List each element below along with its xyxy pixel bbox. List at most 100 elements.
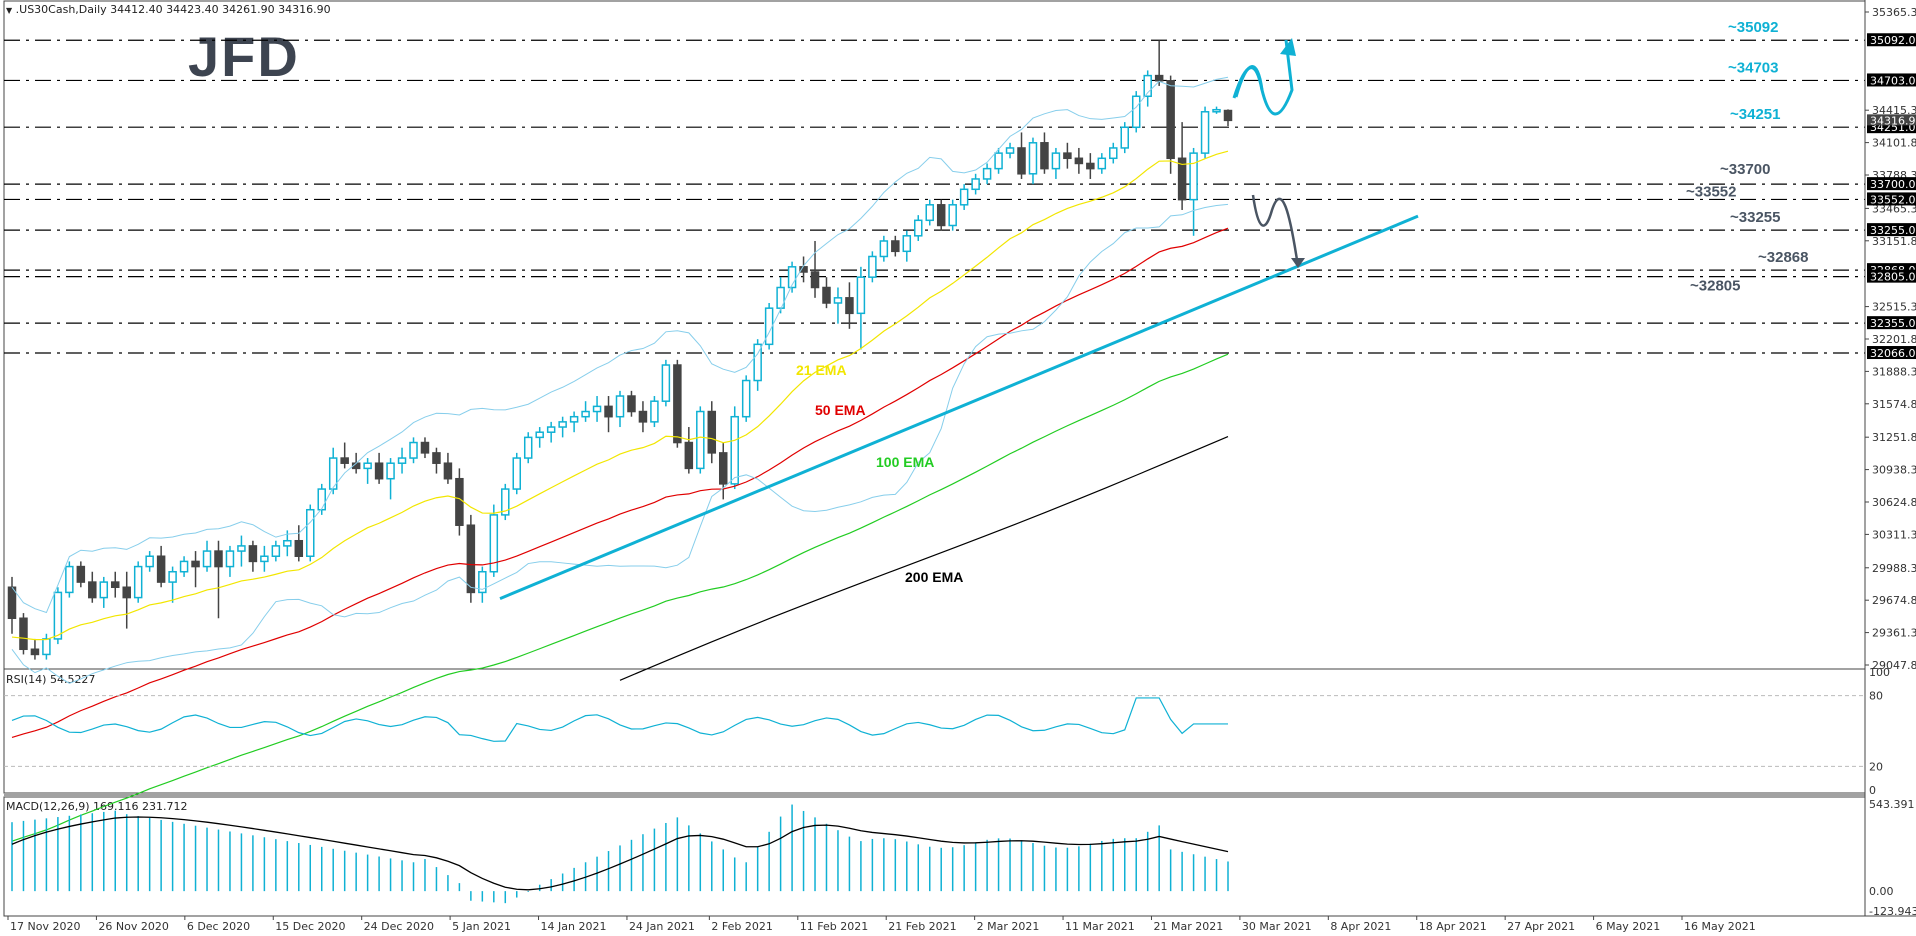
level-label: ~34703 — [1728, 59, 1778, 76]
rsi-tick-label: 80 — [1869, 690, 1883, 703]
level-price-tag: 35092.00 — [1870, 34, 1916, 47]
rsi-tick-label: 20 — [1869, 760, 1883, 773]
y-tick-label: 29047.80 — [1872, 659, 1916, 672]
candle — [1143, 74, 1152, 98]
candle — [1200, 111, 1210, 154]
bollinger-upper — [11, 76, 1229, 614]
level-price-tag: 33700.00 — [1870, 178, 1916, 191]
candle — [1166, 80, 1175, 160]
candle — [833, 297, 843, 304]
y-tick-label: 31251.80 — [1872, 431, 1916, 444]
candle — [982, 167, 992, 180]
candle — [283, 539, 292, 547]
candle — [627, 395, 636, 413]
level-price-tag: 33255.00 — [1870, 224, 1916, 237]
x-tick-label: 2 Mar 2021 — [977, 920, 1040, 933]
candle — [76, 565, 86, 583]
y-tick-label: 31574.80 — [1872, 398, 1916, 411]
candle — [168, 570, 177, 583]
candle — [581, 410, 590, 418]
candle — [1131, 95, 1141, 129]
level-label: ~33255 — [1730, 209, 1780, 226]
candle — [214, 550, 223, 568]
candle — [99, 581, 109, 599]
y-tick-label: 29361.30 — [1872, 627, 1916, 640]
rsi-tick-label: 100 — [1869, 666, 1890, 679]
candle — [110, 581, 120, 588]
candle — [466, 524, 476, 594]
candle — [30, 648, 40, 656]
candle — [1097, 157, 1107, 170]
x-tick-label: 6 Dec 2020 — [187, 920, 250, 933]
x-tick-label: 30 Mar 2021 — [1242, 920, 1312, 933]
rsi-pane — [3, 668, 1866, 794]
x-tick-label: 18 Apr 2021 — [1419, 920, 1487, 933]
candle — [1189, 152, 1198, 201]
arrow-up-head-icon — [1280, 38, 1296, 56]
candle — [684, 441, 694, 470]
candle — [386, 462, 395, 480]
candle — [363, 462, 372, 470]
candle — [914, 219, 923, 237]
y-tick-label: 33151.80 — [1872, 235, 1916, 248]
candle — [294, 539, 304, 557]
candle — [65, 565, 74, 594]
candle — [902, 235, 912, 253]
candle — [879, 240, 889, 258]
candle — [420, 441, 430, 454]
x-tick-label: 6 May 2021 — [1596, 920, 1661, 933]
y-tick-label: 29988.30 — [1872, 562, 1916, 575]
candle — [891, 240, 900, 253]
ema50-line — [11, 227, 1229, 739]
candle — [1040, 142, 1049, 170]
ema100-line — [11, 353, 1229, 842]
candle — [971, 178, 980, 191]
candle — [191, 560, 200, 568]
bollinger-lower — [11, 203, 1229, 684]
candle — [1051, 152, 1061, 170]
level-price-tag: 34703.00 — [1870, 74, 1916, 87]
candle — [1086, 162, 1095, 170]
candle — [730, 415, 739, 485]
candle — [1212, 108, 1221, 113]
x-tick-label: 11 Mar 2021 — [1065, 920, 1135, 933]
x-tick-label: 24 Jan 2021 — [629, 920, 695, 933]
level-price-tag: 32355.00 — [1870, 317, 1916, 330]
y-tick-label: 34101.80 — [1872, 137, 1916, 150]
ema-label: 100 EMA — [876, 454, 934, 470]
candle — [53, 591, 63, 640]
candle — [489, 514, 499, 573]
ema-label: 21 EMA — [796, 362, 847, 378]
bearish-scenario-arrow — [1251, 194, 1299, 261]
candle — [741, 379, 751, 418]
candle — [1063, 152, 1072, 160]
candle — [145, 555, 154, 568]
candle — [661, 364, 671, 402]
candle — [948, 204, 957, 227]
candle — [501, 488, 510, 516]
candle — [650, 400, 659, 423]
symbol-ohlc-text: .US30Cash,Daily 34412.40 34423.40 34261.… — [15, 3, 331, 16]
uptrend-line[interactable] — [499, 214, 1419, 601]
candle — [225, 550, 235, 568]
candle — [523, 436, 533, 459]
candle — [19, 617, 28, 651]
y-tick-label: 29674.80 — [1872, 594, 1916, 607]
candle — [317, 488, 326, 511]
x-tick-label: 2 Feb 2021 — [711, 920, 772, 933]
candle — [1028, 142, 1038, 175]
ema-label: 200 EMA — [905, 569, 963, 585]
x-tick-label: 21 Mar 2021 — [1153, 920, 1223, 933]
candle — [1074, 157, 1084, 165]
candle — [340, 457, 349, 464]
symbol-header: ▼ .US30Cash,Daily 34412.40 34423.40 3426… — [6, 3, 331, 16]
candle — [248, 545, 258, 563]
candle — [936, 204, 946, 227]
collapse-triangle-icon[interactable]: ▼ — [6, 6, 13, 15]
x-tick-label: 5 Jan 2021 — [452, 920, 511, 933]
candle — [271, 545, 281, 557]
candle — [638, 410, 648, 423]
candle — [374, 462, 384, 480]
candle — [1223, 109, 1233, 122]
